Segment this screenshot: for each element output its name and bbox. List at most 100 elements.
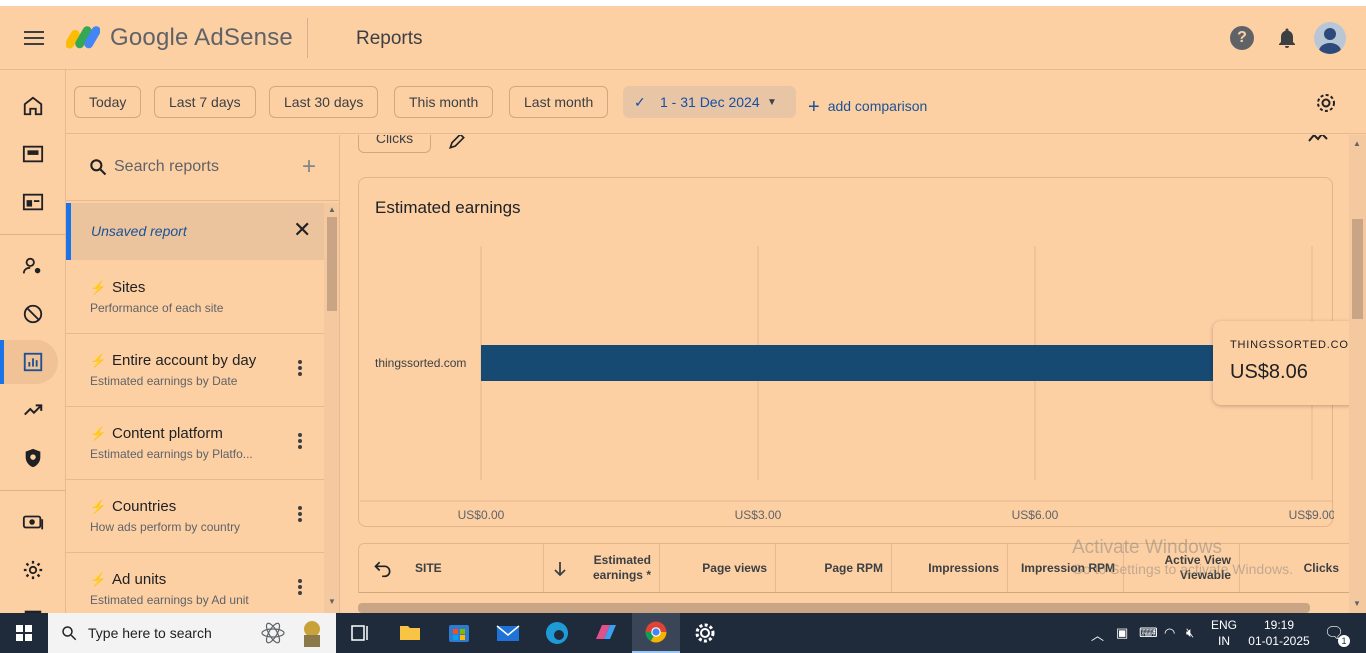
scrollbar-thumb[interactable]: [327, 217, 337, 311]
home-icon: [23, 96, 43, 116]
edge-browser-icon[interactable]: [533, 613, 581, 653]
column-header-page-views[interactable]: Page views: [659, 544, 775, 592]
search-reports-input[interactable]: [114, 154, 284, 180]
nav-home[interactable]: [0, 84, 66, 128]
notifications-bell-icon[interactable]: [1275, 26, 1299, 50]
nav-more[interactable]: [0, 596, 66, 613]
gear-icon: [23, 560, 43, 580]
chart-toggle-icon[interactable]: [1307, 135, 1329, 145]
nav-payments[interactable]: [0, 500, 66, 544]
show-hidden-icons-chevron-icon[interactable]: ︿: [1091, 628, 1105, 643]
help-icon[interactable]: ?: [1230, 26, 1254, 50]
column-header-label: Estimated earnings *: [592, 553, 651, 582]
unsaved-report-item[interactable]: Unsaved report ✕: [66, 203, 324, 260]
report-title: Entire account by day: [112, 352, 257, 369]
nav-optimization[interactable]: [0, 388, 66, 432]
report-item-countries[interactable]: ⚡ Countries How ads perform by country: [66, 480, 324, 553]
report-search-row: +: [66, 135, 339, 201]
date-range-selector[interactable]: ✓ 1 - 31 Dec 2024 ▼: [623, 86, 796, 118]
tooltip-site: THINGSSORTED.COM: [1230, 339, 1359, 351]
reports-panel-scrollbar[interactable]: ▲ ▼: [324, 203, 339, 613]
nav-divider: [0, 234, 66, 235]
report-subtitle: Performance of each site: [90, 301, 224, 315]
column-header-site[interactable]: SITE: [415, 560, 442, 575]
filter-last-month[interactable]: Last month: [509, 86, 609, 118]
report-item-ad-units[interactable]: ⚡ Ad units Estimated earnings by Ad unit: [66, 553, 324, 613]
clock-time[interactable]: 19:19: [1263, 618, 1295, 632]
table-horizontal-scrollbar[interactable]: [358, 603, 1310, 613]
column-header-active-view[interactable]: Active View Viewable: [1123, 544, 1239, 592]
column-header-impression-rpm[interactable]: Impression RPM: [1007, 544, 1123, 592]
more-options-icon[interactable]: [290, 579, 310, 599]
new-report-plus-icon[interactable]: +: [302, 153, 317, 180]
undo-icon[interactable]: [373, 558, 393, 578]
task-view-icon[interactable]: [336, 613, 384, 653]
report-item-sites[interactable]: ⚡ Sites Performance of each site: [66, 261, 324, 334]
metric-chip-clicks[interactable]: Clicks: [358, 135, 431, 153]
clock-date[interactable]: 01-01-2025: [1248, 634, 1310, 648]
x-tick-label: US$3.00: [735, 508, 782, 522]
scrollbar-thumb[interactable]: [1352, 219, 1363, 319]
windows-start-icon[interactable]: [0, 613, 48, 653]
activate-windows-subtext: Go to Settings to activate Windows.: [1072, 561, 1293, 577]
meet-now-icon[interactable]: ▣: [1116, 625, 1129, 640]
sort-arrow-down-icon[interactable]: [553, 561, 567, 577]
file-explorer-icon[interactable]: [386, 613, 434, 653]
close-icon[interactable]: ✕: [293, 217, 312, 242]
language-indicator[interactable]: ENG: [1210, 618, 1237, 632]
chrome-browser-icon[interactable]: [632, 613, 680, 653]
nav-sites[interactable]: [0, 132, 66, 176]
brand-divider: [307, 18, 308, 58]
nav-reports[interactable]: [0, 340, 58, 384]
column-header-impressions[interactable]: Impressions: [891, 544, 1007, 592]
add-comparison-button[interactable]: + add comparison: [808, 94, 927, 118]
copilot-icon[interactable]: [582, 613, 630, 653]
scroll-up-arrow-icon[interactable]: ▲: [328, 205, 336, 214]
microsoft-store-icon[interactable]: [435, 613, 483, 653]
more-options-icon[interactable]: [290, 360, 310, 380]
main-vertical-scrollbar[interactable]: ▲ ▼: [1349, 135, 1366, 613]
report-title: Content platform: [112, 425, 223, 442]
filter-this-month[interactable]: This month: [394, 86, 494, 118]
mail-icon[interactable]: [484, 613, 532, 653]
browser-top-strip: [0, 0, 1366, 6]
trend-sparkle-icon: ⚡: [90, 572, 107, 587]
layout-icon: [22, 193, 44, 211]
brand-name: Google AdSense: [110, 24, 293, 51]
filter-last-7-days[interactable]: Last 7 days: [154, 86, 256, 118]
nav-policy-center[interactable]: [0, 436, 66, 480]
more-options-icon[interactable]: [290, 433, 310, 453]
scroll-up-arrow-icon[interactable]: ▲: [1353, 139, 1361, 148]
x-tick-label: US$9.00: [1289, 508, 1334, 522]
column-header-page-rpm[interactable]: Page RPM: [775, 544, 891, 592]
report-main-area: Clicks Estimated earnings US$0.00 US$3.00…: [341, 135, 1366, 613]
volume-muted-icon[interactable]: 🔇︎: [1186, 625, 1195, 640]
nav-ads[interactable]: [0, 180, 66, 224]
y-category-label: thingssorted.com: [375, 356, 466, 370]
column-header-estimated-earnings[interactable]: Estimated earnings *: [543, 544, 659, 592]
saved-reports-panel: + Unsaved report ✕ ⚡ Sites Performance of…: [66, 135, 340, 613]
account-avatar[interactable]: [1314, 22, 1346, 54]
nav-blocking-controls[interactable]: [0, 292, 66, 336]
nav-privacy-messaging[interactable]: [0, 244, 66, 288]
edit-pencil-icon[interactable]: [447, 135, 467, 151]
block-icon: [23, 304, 43, 324]
filter-today[interactable]: Today: [74, 86, 142, 118]
scroll-down-arrow-icon[interactable]: ▼: [1353, 599, 1361, 608]
wifi-icon[interactable]: ◠: [1164, 625, 1176, 640]
nav-settings[interactable]: [0, 548, 66, 592]
scroll-down-arrow-icon[interactable]: ▼: [328, 597, 336, 606]
report-item-entire-account[interactable]: ⚡ Entire account by day Estimated earning…: [66, 334, 324, 407]
column-header-clicks[interactable]: Clicks: [1239, 544, 1347, 592]
report-item-content-platform[interactable]: ⚡ Content platform Estimated earnings by …: [66, 407, 324, 480]
taskbar-search-box[interactable]: Type here to search: [48, 613, 336, 653]
report-settings-gear-icon[interactable]: [1314, 91, 1338, 115]
trend-sparkle-icon: ⚡: [90, 426, 107, 441]
more-options-icon[interactable]: [290, 506, 310, 526]
main-menu-icon[interactable]: [22, 27, 46, 51]
settings-gear-icon[interactable]: [681, 613, 729, 653]
input-method-icon[interactable]: ⌨: [1139, 625, 1158, 640]
filter-last-30-days[interactable]: Last 30 days: [269, 86, 379, 118]
app-bar: Google AdSense Reports ?: [0, 6, 1366, 70]
bar-thingssorted-com: [481, 345, 1226, 381]
